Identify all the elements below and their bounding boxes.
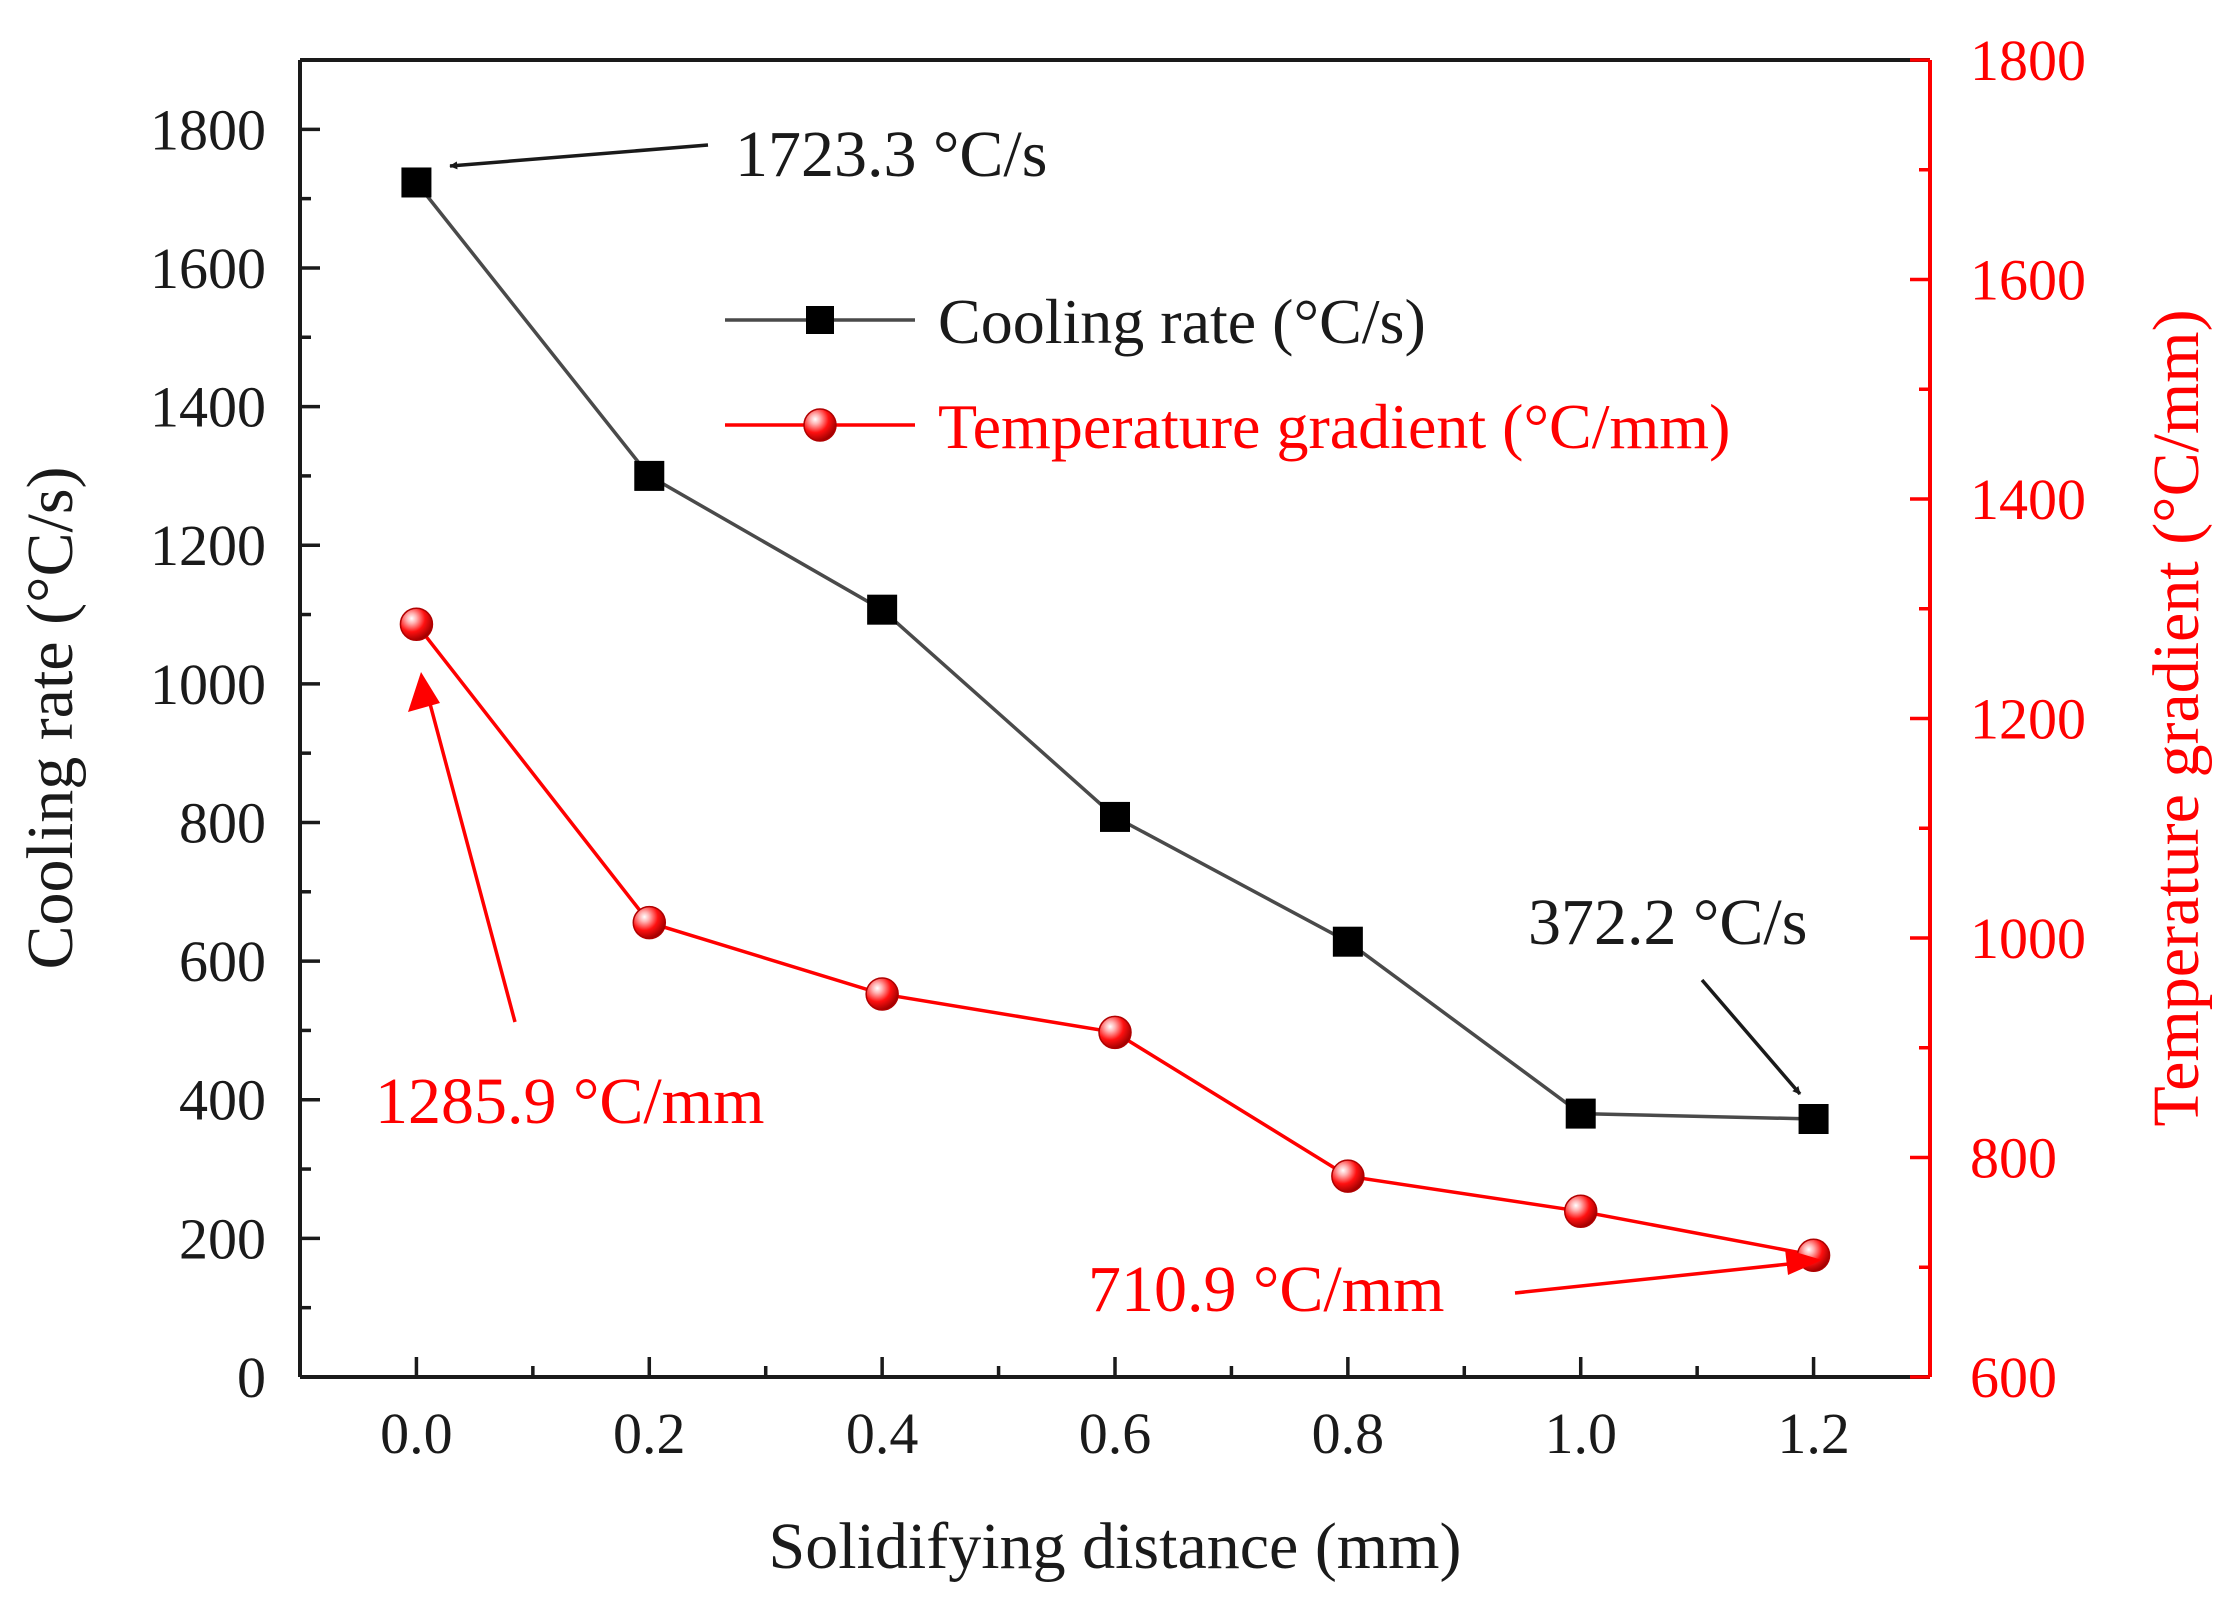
series-layer (399, 167, 1831, 1273)
y2-tick-label: 800 (1970, 1126, 2057, 1191)
y2-tick-label: 1000 (1970, 906, 2086, 971)
temperature-gradient-point (865, 977, 899, 1011)
y-tick-label: 800 (179, 790, 266, 855)
temperature-gradient-point (632, 905, 667, 940)
cooling-rate-point (1798, 1104, 1829, 1135)
legend-label-cooling-rate: Cooling rate (°C/s) (938, 286, 1426, 357)
y-tick-label: 1600 (150, 236, 266, 301)
right-y-axis-title: Temperature gradient (°C/mm) (2140, 309, 2213, 1126)
y2-tick-label: 1800 (1970, 28, 2086, 93)
cooling-rate-point (1100, 801, 1130, 832)
cooling-rate-point (1332, 926, 1363, 957)
temperature-gradient-point (399, 607, 434, 641)
y-tick-label: 400 (179, 1068, 266, 1133)
annotation-max-temperature-gradient: 1285.9 °C/mm (375, 1065, 764, 1138)
annotation-arrowhead-min-temperature-gradient (1785, 1249, 1822, 1275)
annotation-arrow-min-cooling-rate (1700, 978, 1802, 1096)
y-tick-label: 1800 (150, 97, 266, 162)
x-tick-label: 0.2 (613, 1401, 686, 1466)
cooling-rate-point (1565, 1098, 1596, 1129)
y-tick-label: 0 (237, 1345, 266, 1410)
annotation-arrow-max-cooling-rate (449, 143, 709, 170)
x-axis-title: Solidifying distance (mm) (769, 1510, 1462, 1583)
cooling-rate-point (634, 460, 665, 491)
annotation-arrow-max-temperature-gradient (423, 684, 517, 1023)
x-tick-label: 0.0 (380, 1401, 453, 1466)
x-axis-ticks: 0.0 0.2 0.4 0.6 0.8 1.0 1.2 (380, 1357, 1850, 1466)
y-tick-label: 1200 (150, 513, 266, 578)
annotation-arrowhead-max-temperature-gradient (408, 672, 440, 712)
left-y-axis-title: Cooling rate (°C/s) (14, 467, 87, 970)
y-tick-label: 200 (179, 1206, 266, 1271)
right-y-axis-ticks: 600 800 1000 1200 1400 1600 1800 (1910, 28, 2086, 1410)
legend-label-temperature-gradient: Temperature gradient (°C/mm) (938, 391, 1730, 462)
annotation-arrow-min-temperature-gradient (1514, 1260, 1809, 1295)
x-tick-label: 0.8 (1312, 1401, 1385, 1466)
y-tick-label: 1000 (150, 652, 266, 717)
temperature-gradient-point (1098, 1015, 1132, 1050)
y2-tick-label: 1200 (1970, 687, 2086, 752)
y-tick-label: 1400 (150, 375, 266, 440)
x-tick-label: 1.0 (1544, 1401, 1617, 1466)
legend: Cooling rate (°C/s) Temperature gradient… (725, 286, 1730, 462)
x-tick-label: 1.2 (1777, 1401, 1850, 1466)
left-y-axis-ticks: 0 200 400 600 800 1000 1200 1400 1600 1800 (150, 97, 320, 1410)
annotation-min-temperature-gradient: 710.9 °C/mm (1088, 1253, 1444, 1326)
annotation-min-cooling-rate: 372.2 °C/s (1528, 886, 1807, 959)
y2-tick-label: 1400 (1970, 467, 2086, 532)
y-tick-label: 600 (179, 929, 266, 994)
annotation-max-cooling-rate: 1723.3 °C/s (735, 118, 1047, 191)
y2-tick-label: 1600 (1970, 248, 2086, 313)
annotations: 1723.3 °C/s 372.2 °C/s 1285.9 °C/mm 710.… (375, 118, 1822, 1326)
cooling-rate-point (401, 167, 432, 198)
legend-marker-sphere (803, 408, 837, 442)
cooling-rate-point (867, 594, 898, 625)
legend-marker-square (806, 306, 834, 334)
y2-tick-label: 600 (1970, 1345, 2057, 1410)
temperature-gradient-point (1331, 1159, 1365, 1193)
x-tick-label: 0.4 (846, 1401, 919, 1466)
temperature-gradient-point (1563, 1194, 1598, 1229)
x-tick-label: 0.6 (1079, 1401, 1152, 1466)
